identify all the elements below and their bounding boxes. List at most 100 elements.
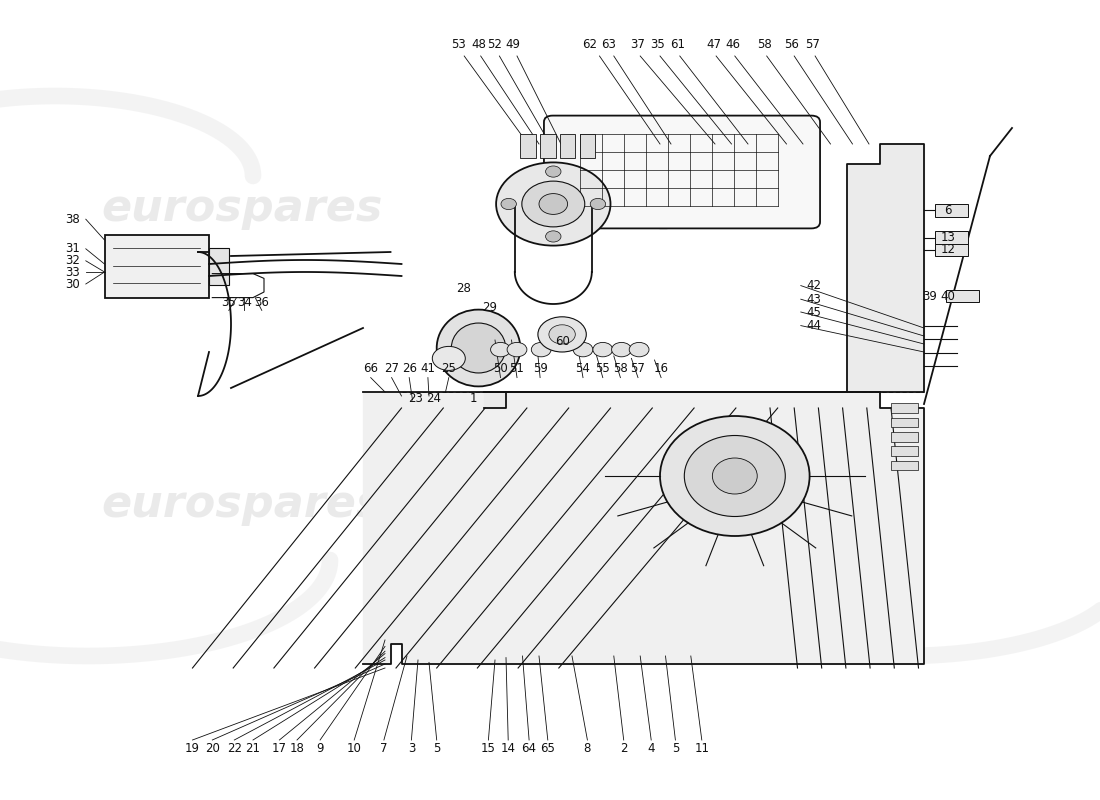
Text: 36: 36 <box>254 296 270 309</box>
Text: 52: 52 <box>487 38 503 50</box>
FancyBboxPatch shape <box>543 115 820 229</box>
Text: 1: 1 <box>470 392 476 405</box>
Circle shape <box>507 342 527 357</box>
Bar <box>104 235 209 298</box>
Text: 31: 31 <box>65 242 80 255</box>
Text: 30: 30 <box>65 278 80 290</box>
Text: 19: 19 <box>185 742 200 754</box>
Text: 40: 40 <box>940 290 956 302</box>
Text: 37: 37 <box>630 38 646 50</box>
Text: 23: 23 <box>408 392 424 405</box>
Text: 18: 18 <box>289 742 305 754</box>
Text: 17: 17 <box>272 742 287 754</box>
Text: 43: 43 <box>806 293 822 306</box>
Bar <box>891 418 918 427</box>
Text: 20: 20 <box>205 742 220 754</box>
Text: 65: 65 <box>540 742 556 754</box>
Circle shape <box>432 346 465 370</box>
Text: eurospares: eurospares <box>519 482 801 526</box>
Text: eurospares: eurospares <box>101 186 383 230</box>
Text: 58: 58 <box>757 38 772 50</box>
Text: 13: 13 <box>940 231 956 244</box>
Text: 12: 12 <box>940 243 956 256</box>
Polygon shape <box>363 392 924 664</box>
Text: 58: 58 <box>613 362 628 374</box>
Text: 44: 44 <box>806 319 822 332</box>
Text: 7: 7 <box>381 742 387 754</box>
Circle shape <box>500 198 516 210</box>
Text: 26: 26 <box>402 362 417 374</box>
Bar <box>891 432 918 442</box>
Text: 5: 5 <box>672 742 679 754</box>
Text: 50: 50 <box>493 362 508 374</box>
Bar <box>946 290 979 302</box>
Text: 28: 28 <box>455 282 471 294</box>
Circle shape <box>546 166 561 177</box>
Ellipse shape <box>660 416 810 536</box>
Text: 46: 46 <box>725 38 740 50</box>
Text: 29: 29 <box>482 301 497 314</box>
Text: 3: 3 <box>408 742 415 754</box>
Text: 54: 54 <box>575 362 591 374</box>
Text: 53: 53 <box>451 38 466 50</box>
Circle shape <box>491 342 510 357</box>
Bar <box>520 134 536 158</box>
Text: 57: 57 <box>630 362 646 374</box>
Text: eurospares: eurospares <box>101 482 383 526</box>
Text: 45: 45 <box>806 306 822 318</box>
Text: 5: 5 <box>433 742 440 754</box>
Text: 47: 47 <box>706 38 722 50</box>
Text: 41: 41 <box>420 362 436 374</box>
Text: 38: 38 <box>65 213 80 226</box>
Text: 61: 61 <box>670 38 685 50</box>
Text: 49: 49 <box>505 38 520 50</box>
Text: 25: 25 <box>441 362 456 374</box>
Text: 60: 60 <box>554 335 570 348</box>
Text: 56: 56 <box>784 38 800 50</box>
Bar <box>891 461 918 470</box>
Text: 22: 22 <box>227 742 242 754</box>
Circle shape <box>538 317 586 352</box>
Text: 34: 34 <box>236 296 252 309</box>
Text: 55: 55 <box>595 362 610 374</box>
Bar <box>540 134 556 158</box>
Text: 63: 63 <box>601 38 616 50</box>
Bar <box>935 231 968 244</box>
Text: 15: 15 <box>481 742 496 754</box>
Text: 6: 6 <box>945 204 952 217</box>
Ellipse shape <box>451 323 506 373</box>
Text: 9: 9 <box>317 742 323 754</box>
Text: 24: 24 <box>426 392 441 405</box>
Bar <box>580 134 595 158</box>
Text: 39: 39 <box>922 290 937 302</box>
Text: 35: 35 <box>650 38 666 50</box>
Bar <box>209 248 229 285</box>
Circle shape <box>593 342 613 357</box>
Text: 8: 8 <box>584 742 591 754</box>
Bar <box>935 204 968 217</box>
Text: 14: 14 <box>500 742 516 754</box>
Text: 59: 59 <box>532 362 548 374</box>
Text: 66: 66 <box>363 362 378 374</box>
Text: 42: 42 <box>806 279 822 292</box>
Text: 48: 48 <box>471 38 486 50</box>
Text: 4: 4 <box>648 742 654 754</box>
Ellipse shape <box>437 310 520 386</box>
Text: 21: 21 <box>245 742 261 754</box>
Polygon shape <box>484 144 924 408</box>
Text: 27: 27 <box>384 362 399 374</box>
Text: 57: 57 <box>805 38 821 50</box>
Bar <box>560 134 575 158</box>
Text: 11: 11 <box>694 742 710 754</box>
Bar <box>891 446 918 456</box>
Bar <box>891 403 918 413</box>
Text: 16: 16 <box>653 362 669 374</box>
Text: 32: 32 <box>65 254 80 267</box>
Circle shape <box>573 342 593 357</box>
Text: 64: 64 <box>521 742 537 754</box>
Circle shape <box>496 162 610 246</box>
Circle shape <box>539 194 568 214</box>
Circle shape <box>629 342 649 357</box>
Text: 51: 51 <box>509 362 525 374</box>
Text: 10: 10 <box>346 742 362 754</box>
